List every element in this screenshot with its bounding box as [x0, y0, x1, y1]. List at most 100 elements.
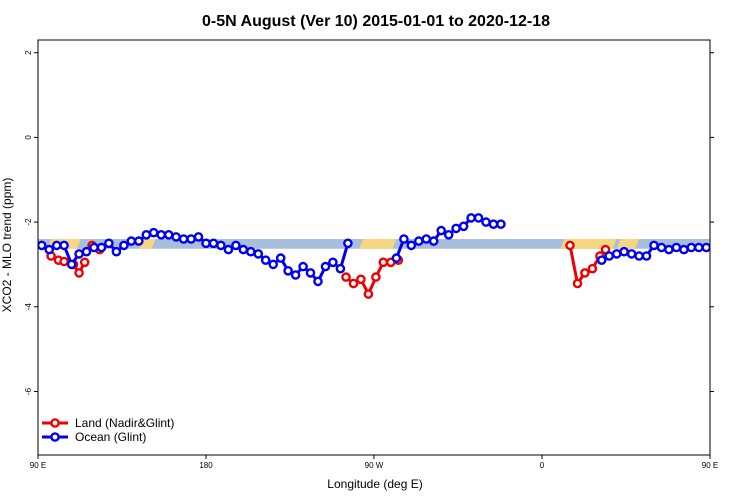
- data-point: [298, 261, 308, 272]
- data-point: [305, 268, 316, 278]
- data-point: [565, 240, 575, 251]
- data-point: [572, 278, 583, 289]
- data-point: [111, 246, 122, 257]
- data-point: [356, 274, 366, 285]
- data-point: [290, 270, 301, 280]
- data-point: [231, 240, 241, 251]
- data-point: [436, 225, 447, 236]
- data-point: [363, 289, 374, 299]
- data-point: [341, 272, 351, 282]
- chart-title: 0-5N August (Ver 10) 2015-01-01 to 2020-…: [202, 13, 550, 30]
- data-point: [694, 242, 704, 253]
- data-point: [193, 232, 204, 242]
- y-tick-label: -4: [24, 303, 33, 311]
- data-point: [59, 256, 69, 267]
- data-point: [466, 213, 476, 223]
- data-point: [596, 255, 607, 266]
- data-point: [119, 240, 129, 251]
- land-band: [359, 239, 397, 249]
- data-point: [725, 242, 732, 249]
- y-tick-label: -6: [24, 387, 33, 395]
- data-point: [406, 240, 417, 251]
- data-point: [216, 240, 226, 251]
- data-point: [458, 221, 469, 232]
- y-tick-label: 2: [24, 50, 33, 55]
- legend-swatch-marker: [50, 432, 60, 442]
- data-point: [74, 268, 84, 278]
- x-tick-label: 180: [199, 461, 213, 470]
- data-point: [335, 263, 346, 274]
- data-point: [163, 229, 174, 240]
- legend-item: Land (Nadir&Glint): [42, 416, 174, 430]
- data-point: [133, 236, 144, 246]
- data-point: [348, 278, 359, 289]
- y-tick-label: -2: [24, 218, 33, 226]
- data-point: [81, 246, 92, 257]
- data-point: [679, 244, 689, 255]
- data-point: [260, 255, 271, 266]
- data-point: [171, 232, 181, 242]
- legend-label: Land (Nadir&Glint): [75, 416, 174, 430]
- data-point: [649, 240, 659, 251]
- data-point: [488, 219, 499, 229]
- data-point: [89, 242, 99, 253]
- land-band: [616, 239, 640, 249]
- data-point: [126, 236, 137, 246]
- data-point: [253, 249, 264, 259]
- data-point: [178, 234, 189, 244]
- data-point: [413, 236, 424, 246]
- data-point: [245, 246, 256, 257]
- data-point: [708, 242, 710, 249]
- data-point: [733, 242, 740, 249]
- x-tick-label: 90 E: [702, 461, 718, 470]
- data-point: [38, 240, 47, 251]
- data-point: [626, 249, 637, 259]
- data-point: [268, 259, 279, 270]
- data-point: [587, 263, 598, 274]
- data-point: [399, 234, 409, 244]
- data-point: [718, 246, 725, 253]
- data-point: [104, 238, 114, 249]
- x-axis-label: Longitude (deg E): [327, 477, 422, 491]
- x-axis: 90 E 180 90 W 0 90 E: [30, 455, 718, 470]
- data-point: [156, 229, 166, 240]
- data-point: [496, 219, 506, 229]
- data-point: [686, 242, 697, 253]
- data-point: [391, 253, 402, 263]
- data-point: [421, 234, 432, 244]
- data-point: [481, 217, 491, 227]
- data-point: [66, 259, 77, 270]
- data-point: [283, 265, 293, 276]
- data-point: [141, 229, 152, 240]
- data-point: [656, 242, 667, 253]
- series-land: [46, 240, 611, 299]
- data-point: [59, 240, 69, 251]
- data-point: [740, 244, 747, 251]
- data-point: [428, 236, 439, 246]
- data-point: [371, 272, 381, 282]
- data-point: [451, 223, 461, 234]
- data-point: [51, 240, 62, 251]
- data-point: [619, 246, 629, 257]
- data-point: [74, 249, 84, 259]
- data-point: [641, 251, 652, 261]
- legend: Land (Nadir&Glint)Ocean (Glint): [42, 416, 174, 444]
- data-point: [473, 213, 484, 223]
- data-point: [664, 244, 674, 255]
- data-point: [96, 242, 107, 253]
- data-point: [313, 276, 323, 287]
- data-point: [238, 244, 249, 255]
- data-point: [79, 257, 90, 268]
- data-point: [611, 249, 622, 259]
- x-tick-label: 0: [540, 461, 545, 470]
- data-point: [186, 234, 196, 244]
- y-tick-label: 0: [24, 135, 33, 140]
- data-point: [378, 257, 389, 268]
- legend-label: Ocean (Glint): [75, 430, 146, 444]
- legend-swatch-marker: [50, 418, 60, 428]
- data-point: [223, 244, 234, 255]
- x-tick-label: 90 E: [30, 461, 46, 470]
- plot-area: [38, 213, 747, 299]
- series-ocean: [38, 213, 747, 287]
